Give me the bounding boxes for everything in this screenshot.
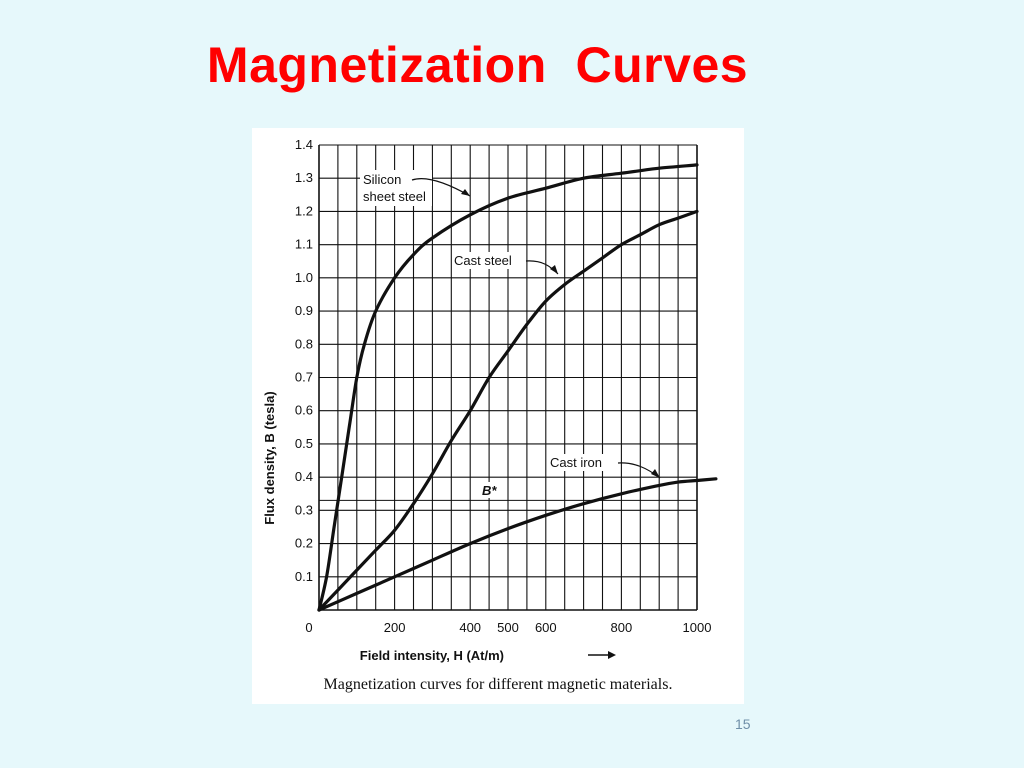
silicon-label-line2: sheet steel xyxy=(363,189,426,204)
y-tick-label: 0.7 xyxy=(295,370,313,385)
cast-steel-label-backing xyxy=(452,252,526,269)
y-tick-label: 1.4 xyxy=(295,137,313,152)
x-tick-label: 0 xyxy=(305,620,312,635)
cast-steel-curve xyxy=(317,209,699,612)
annotations: Silicon sheet steel Cast steel Cast iron B* xyxy=(360,170,661,498)
x-axis-label: Field intensity, H (At/m) xyxy=(360,648,504,663)
y-tick-label: 0.8 xyxy=(295,336,313,351)
magnetization-chart: 0.1 0.2 0.3 0.4 0.5 0.6 0.7 0.8 0.9 1.0 1.1 1.2 1.3 1… xyxy=(262,137,718,663)
y-axis-label: Flux density, B (tesla) xyxy=(262,391,277,524)
x-tick-label: 1000 xyxy=(683,620,712,635)
x-tick-label: 800 xyxy=(611,620,633,635)
grid xyxy=(318,144,698,611)
y-tick-label: 0.1 xyxy=(295,569,313,584)
y-tick-label: 0.9 xyxy=(295,303,313,318)
y-tick-label: 0.4 xyxy=(295,469,313,484)
cast-iron-label-backing xyxy=(548,454,618,471)
b-star-label-backing xyxy=(478,482,504,498)
cast-iron-leader-arrow-icon xyxy=(617,462,661,479)
y-tick-label: 0.3 xyxy=(295,502,313,517)
y-tick-label: 0.5 xyxy=(295,436,313,451)
slide-title: Magnetization Curves xyxy=(206,37,749,93)
x-tick-label: 600 xyxy=(535,620,557,635)
silicon-arrowhead-icon xyxy=(461,189,470,196)
silicon-label-line1: Silicon xyxy=(363,172,401,187)
cast-iron-curve xyxy=(317,477,718,612)
silicon-sheet-steel-curve xyxy=(317,163,699,612)
curves xyxy=(317,163,718,612)
y-tick-label: 0.6 xyxy=(295,403,313,418)
cast-iron-arrowhead-icon xyxy=(651,469,660,478)
page-number: 15 xyxy=(735,716,751,732)
silicon-label-backing xyxy=(360,170,432,206)
cast-steel-arrowhead-icon xyxy=(550,265,558,274)
x-tick-label: 200 xyxy=(384,620,406,635)
x-tick-label: 400 xyxy=(459,620,481,635)
y-tick-label: 0.2 xyxy=(295,536,313,551)
tick-labels: 0.1 0.2 0.3 0.4 0.5 0.6 0.7 0.8 0.9 1.0 1.1 1.2 1.3 1… xyxy=(295,137,712,635)
figure-panel: 0.1 0.2 0.3 0.4 0.5 0.6 0.7 0.8 0.9 1.0 1.1 1.2 1.3 1… xyxy=(252,128,744,704)
y-tick-label: 1.2 xyxy=(295,203,313,218)
x-tick-label: 500 xyxy=(497,620,519,635)
b-star-label: B* xyxy=(482,483,497,498)
y-tick-label: 1.3 xyxy=(295,170,313,185)
y-tick-label: 1.0 xyxy=(295,270,313,285)
cast-iron-label: Cast iron xyxy=(550,455,602,470)
cast-steel-label: Cast steel xyxy=(454,253,512,268)
x-axis-arrow-icon xyxy=(588,651,616,659)
y-tick-label: 1.1 xyxy=(295,237,313,252)
figure-caption: Magnetization curves for different magne… xyxy=(323,676,673,693)
